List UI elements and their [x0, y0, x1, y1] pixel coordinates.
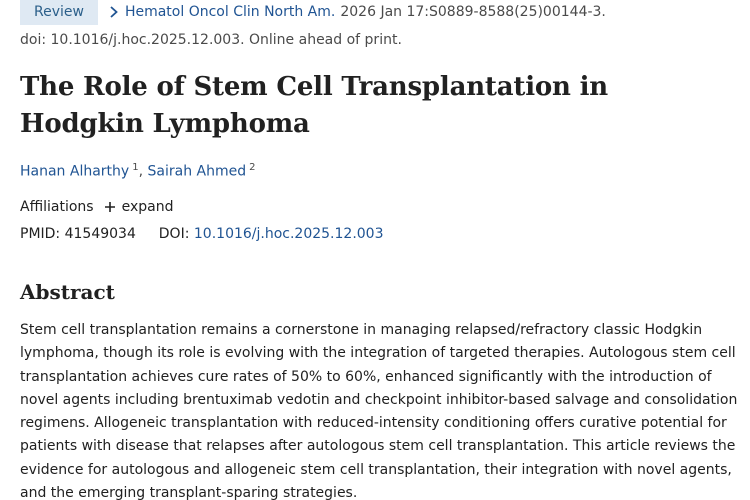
citation-details: 2026 Jan 17:S0889-8588(25)00144-3.: [340, 4, 606, 20]
plus-icon: [104, 202, 115, 212]
article-title: The Role of Stem Cell Transplantation in…: [20, 72, 608, 139]
doi-link[interactable]: 10.1016/j.hoc.2025.12.003: [193, 226, 384, 242]
doi-label: DOI:: [158, 226, 190, 242]
journal-link[interactable]: Hematol Oncol Clin North Am.: [108, 4, 335, 20]
affiliation-ref[interactable]: 1: [132, 162, 139, 173]
author-link[interactable]: Sairah Ahmed: [147, 163, 247, 180]
journal-name: Hematol Oncol Clin North Am.: [124, 4, 336, 20]
citation-row: Review Hematol Oncol Clin North Am. 2026…: [20, 0, 606, 25]
publication-type-badge: Review: [20, 0, 98, 25]
expand-affiliations-button[interactable]: expand: [104, 199, 174, 215]
identifiers-row: PMID: 41549034 DOI: 10.1016/j.hoc.2025.1…: [20, 226, 384, 242]
abstract-text: Stem cell transplantation remains a corn…: [20, 322, 738, 500]
affiliation-ref[interactable]: 2: [249, 162, 256, 173]
affiliations-label: Affiliations: [20, 199, 94, 215]
expand-label: expand: [121, 199, 174, 215]
pmid-label: PMID:: [20, 226, 61, 242]
doi-line: doi: 10.1016/j.hoc.2025.12.003. Online a…: [20, 32, 402, 48]
chevron-right-icon: [110, 6, 118, 18]
author-separator: ,: [138, 163, 144, 180]
author-link[interactable]: Hanan Alharthy: [20, 163, 130, 180]
abstract-heading: Abstract: [20, 280, 115, 304]
pmid-value: 41549034: [64, 226, 136, 242]
affiliations-row: Affiliations expand: [20, 199, 173, 215]
authors-list: Hanan Alharthy 1, Sairah Ahmed 2: [20, 162, 255, 180]
